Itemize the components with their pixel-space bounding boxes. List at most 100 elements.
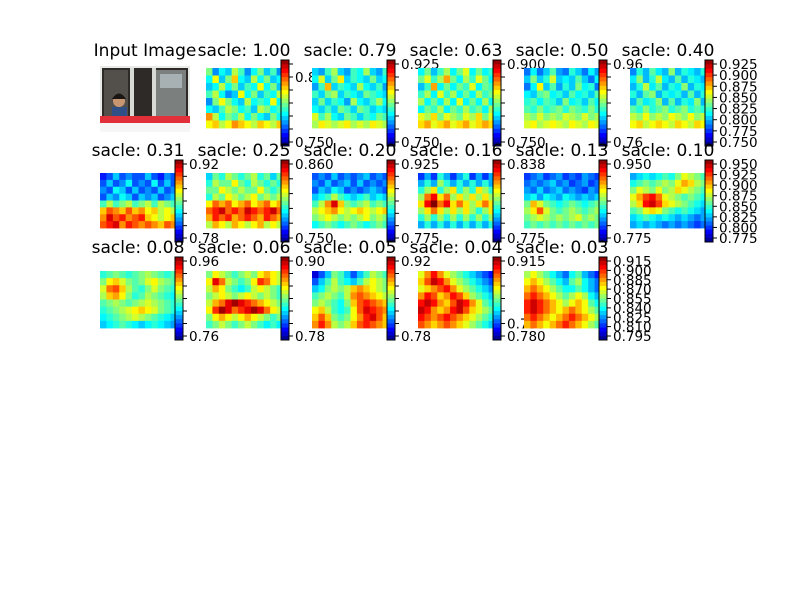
heatmap-cell bbox=[318, 200, 326, 208]
heatmap-cell bbox=[382, 186, 390, 195]
heatmap-cell bbox=[549, 179, 557, 188]
heatmap-cell bbox=[270, 90, 277, 99]
heatmap-cell bbox=[549, 113, 557, 121]
heatmap-cell bbox=[376, 292, 383, 300]
heatmap-cell bbox=[369, 221, 377, 229]
heatmap-cell bbox=[588, 83, 595, 91]
heatmap-cell bbox=[530, 214, 538, 222]
heatmap-cell bbox=[662, 120, 669, 129]
heatmap-cell bbox=[450, 68, 457, 76]
heatmap-cell bbox=[524, 271, 531, 279]
heatmap-cell bbox=[482, 105, 489, 114]
heatmap-cell bbox=[270, 306, 277, 315]
heatmap-cell bbox=[668, 105, 676, 114]
heatmap-cell bbox=[369, 173, 377, 181]
heatmap-cell bbox=[462, 186, 470, 195]
heatmap-cell bbox=[568, 285, 576, 293]
heatmap-cell bbox=[674, 214, 682, 222]
heatmap-cell bbox=[630, 200, 637, 208]
heatmap-cell bbox=[369, 193, 377, 201]
heatmap-cell bbox=[568, 278, 576, 286]
subplot-title: sacle: 0.03 bbox=[516, 238, 609, 258]
heatmap-cell bbox=[257, 186, 265, 195]
heatmap-cell bbox=[556, 75, 563, 84]
heatmap-cell bbox=[418, 75, 425, 84]
heatmap-cell bbox=[450, 313, 457, 322]
heatmap-cell bbox=[231, 98, 239, 106]
heatmap-cell bbox=[231, 271, 239, 279]
heatmap-cell bbox=[157, 292, 165, 300]
heatmap-cell bbox=[475, 173, 483, 181]
heatmap-cell bbox=[244, 299, 252, 308]
heatmap-cell bbox=[369, 75, 377, 84]
heatmap-cell bbox=[687, 105, 695, 114]
heatmap-cell bbox=[556, 313, 563, 322]
heatmap-cell bbox=[250, 105, 258, 114]
heatmap-cell bbox=[687, 75, 695, 84]
heatmap-cell bbox=[575, 306, 583, 315]
colorbar-tick-label: 0.870 bbox=[613, 282, 652, 298]
colorbar-tick-label: 0.860 bbox=[295, 157, 334, 173]
heatmap-cell bbox=[488, 292, 496, 300]
heatmap-cell bbox=[363, 68, 371, 76]
heatmap-cell bbox=[263, 278, 271, 286]
heatmap-cell bbox=[700, 90, 708, 99]
heatmap-cell bbox=[642, 173, 650, 181]
heatmap-cell bbox=[700, 75, 708, 84]
heatmap-cell bbox=[456, 90, 464, 99]
heatmap-cell bbox=[369, 68, 377, 76]
heatmap-cell bbox=[562, 68, 570, 76]
heatmap-cell bbox=[270, 278, 277, 286]
heatmap-cell bbox=[475, 285, 483, 293]
heatmap-cell bbox=[668, 83, 676, 91]
heatmap-cell bbox=[462, 278, 470, 286]
heatmap-cell bbox=[350, 207, 358, 215]
heatmap-cell bbox=[263, 113, 271, 121]
heatmap-cell bbox=[450, 221, 457, 229]
heatmap-cell bbox=[581, 68, 589, 76]
heatmap-cell bbox=[536, 278, 544, 286]
heatmap-cell bbox=[125, 186, 133, 195]
heatmap-cell bbox=[581, 186, 589, 195]
heatmap-cell bbox=[543, 186, 551, 195]
heatmap-cell bbox=[575, 90, 583, 99]
heatmap-cell bbox=[581, 299, 589, 308]
heatmap-cell bbox=[649, 221, 657, 229]
heatmap-cell bbox=[132, 173, 139, 181]
heatmap-cell bbox=[662, 98, 669, 106]
heatmap-cell bbox=[318, 285, 326, 293]
heatmap-cell bbox=[424, 113, 432, 121]
heatmap-cell bbox=[549, 83, 557, 91]
heatmap-cell bbox=[212, 278, 220, 286]
heatmap-cell bbox=[100, 292, 107, 300]
heatmap-cell bbox=[524, 285, 531, 293]
heatmap-cell bbox=[437, 83, 445, 91]
heatmap-cell bbox=[132, 271, 139, 279]
heatmap-cell bbox=[694, 179, 701, 188]
heatmap-cell bbox=[369, 90, 377, 99]
heatmap-cell bbox=[218, 68, 226, 76]
heatmap-cell bbox=[331, 200, 339, 208]
heatmap-cell bbox=[125, 193, 133, 201]
heatmap-cell bbox=[530, 313, 538, 322]
heatmap-cell bbox=[350, 306, 358, 315]
heatmap-cell bbox=[250, 221, 258, 229]
heatmap-cell bbox=[244, 90, 252, 99]
heatmap-cell bbox=[581, 193, 589, 201]
heatmap-cell bbox=[437, 306, 445, 315]
heatmap-cell bbox=[318, 271, 326, 279]
heatmap-cell bbox=[524, 186, 531, 195]
heatmap-cell bbox=[687, 179, 695, 188]
heatmap-cell bbox=[424, 68, 432, 76]
heatmap-cell bbox=[536, 98, 544, 106]
heatmap-cell bbox=[112, 313, 120, 322]
heatmap-cell bbox=[350, 75, 358, 84]
heatmap-cell bbox=[437, 278, 445, 286]
heatmap-cell bbox=[250, 306, 258, 315]
heatmap-cell bbox=[276, 292, 284, 300]
colorbar-tick-label: 0.90 bbox=[295, 254, 325, 270]
heatmap-cell bbox=[556, 214, 563, 222]
heatmap-cell bbox=[231, 200, 239, 208]
heatmap-cell bbox=[588, 214, 595, 222]
